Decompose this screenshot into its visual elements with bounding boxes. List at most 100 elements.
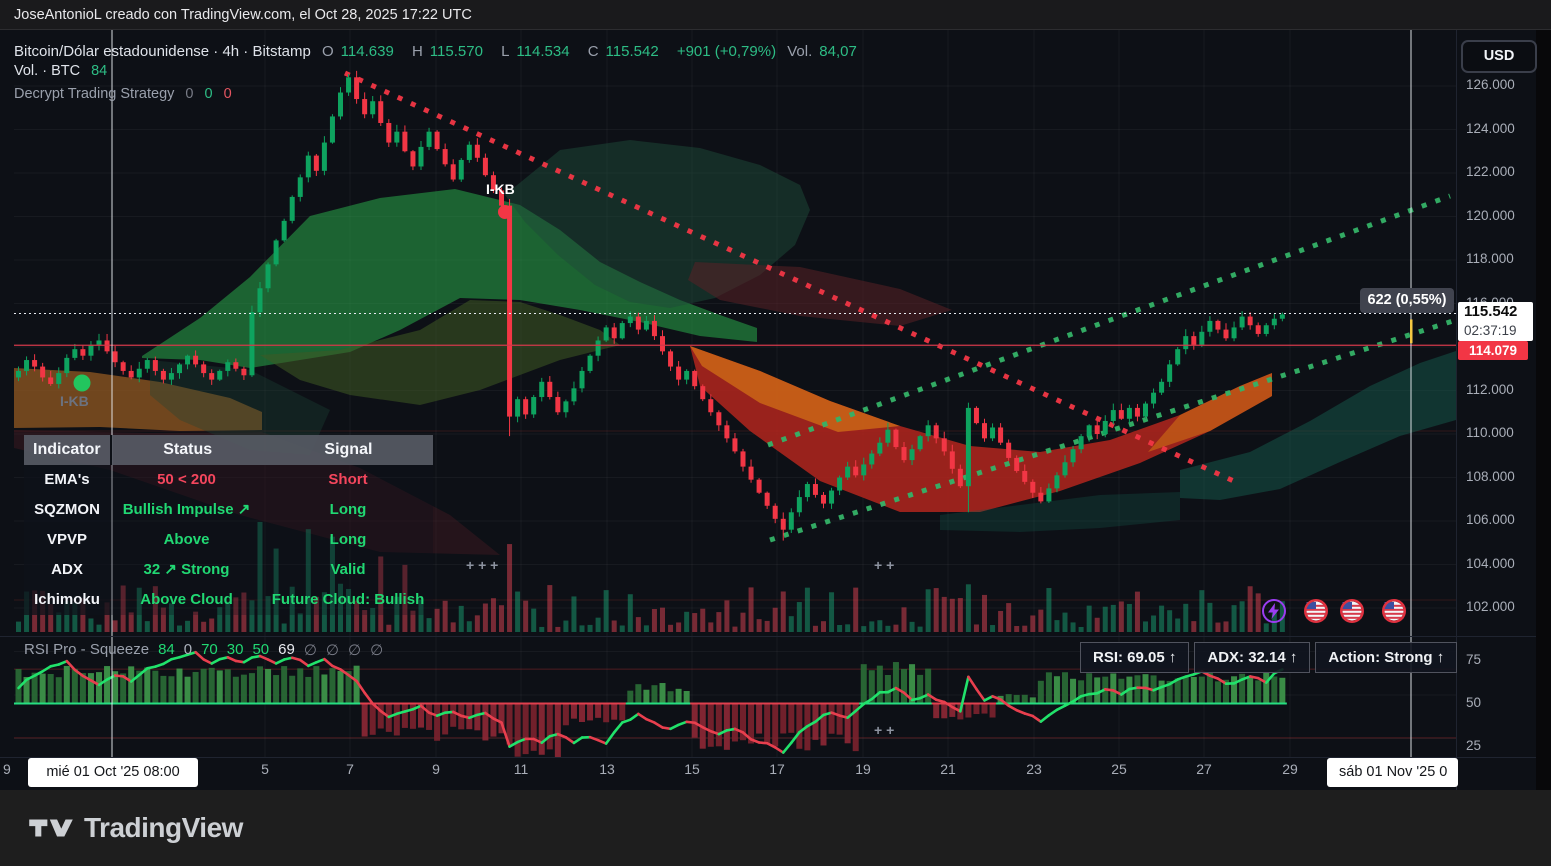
tradingview-logo[interactable]: TradingView xyxy=(28,812,243,844)
table-row-adx: ADX 32 ↗ Strong Valid xyxy=(24,555,433,585)
time-tick: 13 xyxy=(599,761,615,777)
rsi-param: ∅ xyxy=(325,642,339,659)
time-tick: 9 xyxy=(432,761,440,777)
price-axis-label: 112.000 xyxy=(1466,381,1514,397)
trendline xyxy=(767,193,1451,448)
lightning-icon[interactable] xyxy=(1262,599,1286,623)
adx-value-badge: ADX: 32.14 ↑ xyxy=(1194,642,1311,673)
time-tick: 21 xyxy=(940,761,956,777)
price-axis-label: 124.000 xyxy=(1466,120,1515,136)
last-price-label: 115.542 02:37:19 xyxy=(1458,302,1533,341)
us-flag-icon[interactable] xyxy=(1303,598,1329,624)
price-axis-label: 122.000 xyxy=(1466,164,1515,179)
price-axis-label: 120.000 xyxy=(1466,207,1515,223)
volume-indicator-label[interactable]: Vol. · BTC xyxy=(14,63,81,79)
currency-button[interactable]: USD xyxy=(1461,40,1537,73)
ichimoku-cloud xyxy=(260,300,620,405)
price-axis-label: 108.000 xyxy=(1466,468,1515,484)
time-tick: 5 xyxy=(261,761,269,777)
tradingview-logo-text: TradingView xyxy=(84,812,243,843)
svg-text:+ +: + + xyxy=(874,722,894,738)
svg-text:+ +: + + xyxy=(874,557,894,573)
strategy-label[interactable]: Decrypt Trading Strategy xyxy=(14,86,175,102)
ohlc-close: C 115.542 xyxy=(587,43,659,60)
time-tick: 17 xyxy=(769,761,785,777)
rsi-value-badge: RSI: 69.05 ↑ xyxy=(1080,642,1190,673)
trendline xyxy=(343,70,1240,486)
rsi-axis-label: 75 xyxy=(1466,652,1482,667)
ichimoku-cloud xyxy=(1180,351,1456,500)
volume-indicator-value: 84 xyxy=(91,63,108,79)
volume-indicator-row: Vol. · BTC 84 xyxy=(14,63,114,79)
svg-text:I-KB: I-KB xyxy=(60,393,89,409)
ohlc-change: +901 (+0,79%) xyxy=(676,43,777,60)
time-tick: 9 xyxy=(3,761,11,777)
ichimoku-cloud xyxy=(142,189,757,368)
price-axis-label: 126.000 xyxy=(1466,77,1515,92)
rsi-pane-title[interactable]: RSI Pro - Squeeze xyxy=(24,641,150,658)
indicator-table-header: Indicator Status Signal xyxy=(24,435,433,465)
date-tooltip-oct1: mié 01 Oct '25 08:00 xyxy=(28,758,198,787)
time-tick: 27 xyxy=(1196,761,1212,777)
header-signal: Signal xyxy=(263,435,433,465)
time-tick: 25 xyxy=(1111,761,1127,777)
strategy-row: Decrypt Trading Strategy 0 0 0 xyxy=(14,86,239,102)
rsi-badges: RSI: 69.05 ↑ ADX: 32.14 ↑ Action: Strong… xyxy=(1080,642,1458,673)
symbol-header-row: Bitcoin/Dólar estadounidense · 4h · Bits… xyxy=(14,43,871,60)
indicator-table: Indicator Status Signal EMA's 50 < 200 S… xyxy=(24,435,433,615)
signal-dot xyxy=(498,205,512,219)
tradingview-logo-icon xyxy=(29,819,73,837)
rsi-param: ∅ xyxy=(348,642,362,659)
last-price-value: 115.542 xyxy=(1464,303,1518,320)
rsi-param: ∅ xyxy=(370,642,384,659)
strategy-value-1: 0 xyxy=(185,86,194,102)
trendline xyxy=(769,317,1457,543)
action-badge: Action: Strong ↑ xyxy=(1315,642,1458,673)
ohlc-volume: Vol. 84,07 xyxy=(787,43,857,60)
header-status: Status xyxy=(111,435,264,465)
meta-bar: JoseAntonioL creado con TradingView.com,… xyxy=(0,0,1551,30)
price-axis-label: 110.000 xyxy=(1466,425,1514,440)
strategy-value-2: 0 xyxy=(204,86,213,102)
rsi-param: 0 xyxy=(183,641,193,658)
rsi-axis-label: 25 xyxy=(1466,738,1482,753)
ohlc-high: H 115.570 xyxy=(411,43,483,60)
table-row-vpvp: VPVP Above Long xyxy=(24,525,433,555)
price-axis-label: 102.000 xyxy=(1466,599,1515,614)
price-axis-label: 106.000 xyxy=(1466,512,1515,527)
ohlc-open: O 114.639 xyxy=(322,43,394,60)
ichimoku-cloud xyxy=(940,492,1180,532)
rsi-param: ∅ xyxy=(303,642,317,659)
signal-dot xyxy=(73,374,91,392)
rsi-param: 69 xyxy=(278,641,295,658)
us-flag-icon[interactable] xyxy=(1381,598,1407,624)
svg-text:I-KB: I-KB xyxy=(486,181,515,197)
right-edge-strip xyxy=(1536,0,1551,790)
strategy-value-3: 0 xyxy=(223,86,232,102)
ichimoku-cloud xyxy=(150,360,330,455)
time-tick: 11 xyxy=(513,761,529,777)
ichimoku-cloud xyxy=(688,262,952,326)
change-tooltip: 622 (0,55%) xyxy=(1360,288,1454,313)
meta-bar-text: JoseAntonioL creado con TradingView.com,… xyxy=(14,7,472,23)
svg-text:+ + +: + + + xyxy=(466,557,498,573)
time-tick: 19 xyxy=(855,761,871,777)
table-row-ichimoku: Ichimoku Above Cloud Future Cloud: Bulli… xyxy=(24,585,433,615)
table-row-sqzmon: SQZMON Bullish Impulse ↗ Long xyxy=(24,495,433,525)
chart-status-icons xyxy=(1262,598,1407,624)
rsi-param: 50 xyxy=(252,641,270,658)
ichimoku-cloud xyxy=(690,346,1272,512)
symbol-title[interactable]: Bitcoin/Dólar estadounidense · 4h · Bits… xyxy=(14,43,311,60)
time-tick: 7 xyxy=(346,761,354,777)
alert-price-label: 114.079 xyxy=(1458,341,1528,360)
rsi-axis-label: 50 xyxy=(1466,695,1482,710)
us-flag-icon[interactable] xyxy=(1339,598,1365,624)
time-tick: 23 xyxy=(1026,761,1042,777)
time-tick: 29 xyxy=(1282,761,1298,777)
rsi-pane-header: RSI Pro - Squeeze 84 0 70 30 50 69 ∅ ∅ ∅… xyxy=(24,641,383,659)
time-tick: 15 xyxy=(684,761,700,777)
rsi-param: 70 xyxy=(201,641,218,658)
ohlc-low: L 114.534 xyxy=(501,43,570,60)
